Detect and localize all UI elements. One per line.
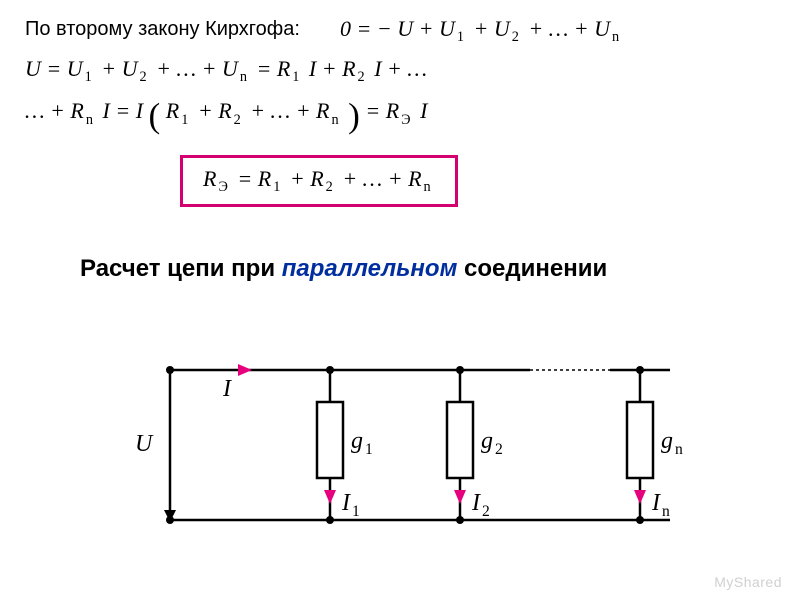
parallel-circuit-diagram <box>130 340 690 560</box>
label-gn: gn <box>661 428 687 459</box>
section-title: Расчет цепи при параллельном соединении <box>80 255 607 283</box>
label-I: I <box>223 376 231 403</box>
boxed-formula: RЭ = R1 + R2 + … + Rn <box>180 155 458 207</box>
intro-text: По второму закону Кирхгофа: <box>25 18 300 41</box>
equation-line-1: U = U1 + U2 + … + Un = R1 I + R2 I + … <box>25 56 427 86</box>
watermark: MyShared <box>714 574 782 590</box>
label-I1: I1 <box>342 490 364 521</box>
label-I2: I2 <box>472 490 494 521</box>
label-U: U <box>135 431 152 458</box>
label-In: In <box>652 490 674 521</box>
label-g2: g2 <box>481 428 507 459</box>
equation-top-right: 0 = − U + U1 + U2 + … + Un <box>340 16 623 46</box>
label-g1: g1 <box>351 428 377 459</box>
equation-line-2: … + Rn I = I ( R1 + R2 + … + Rn ) = RЭ I <box>25 96 427 136</box>
